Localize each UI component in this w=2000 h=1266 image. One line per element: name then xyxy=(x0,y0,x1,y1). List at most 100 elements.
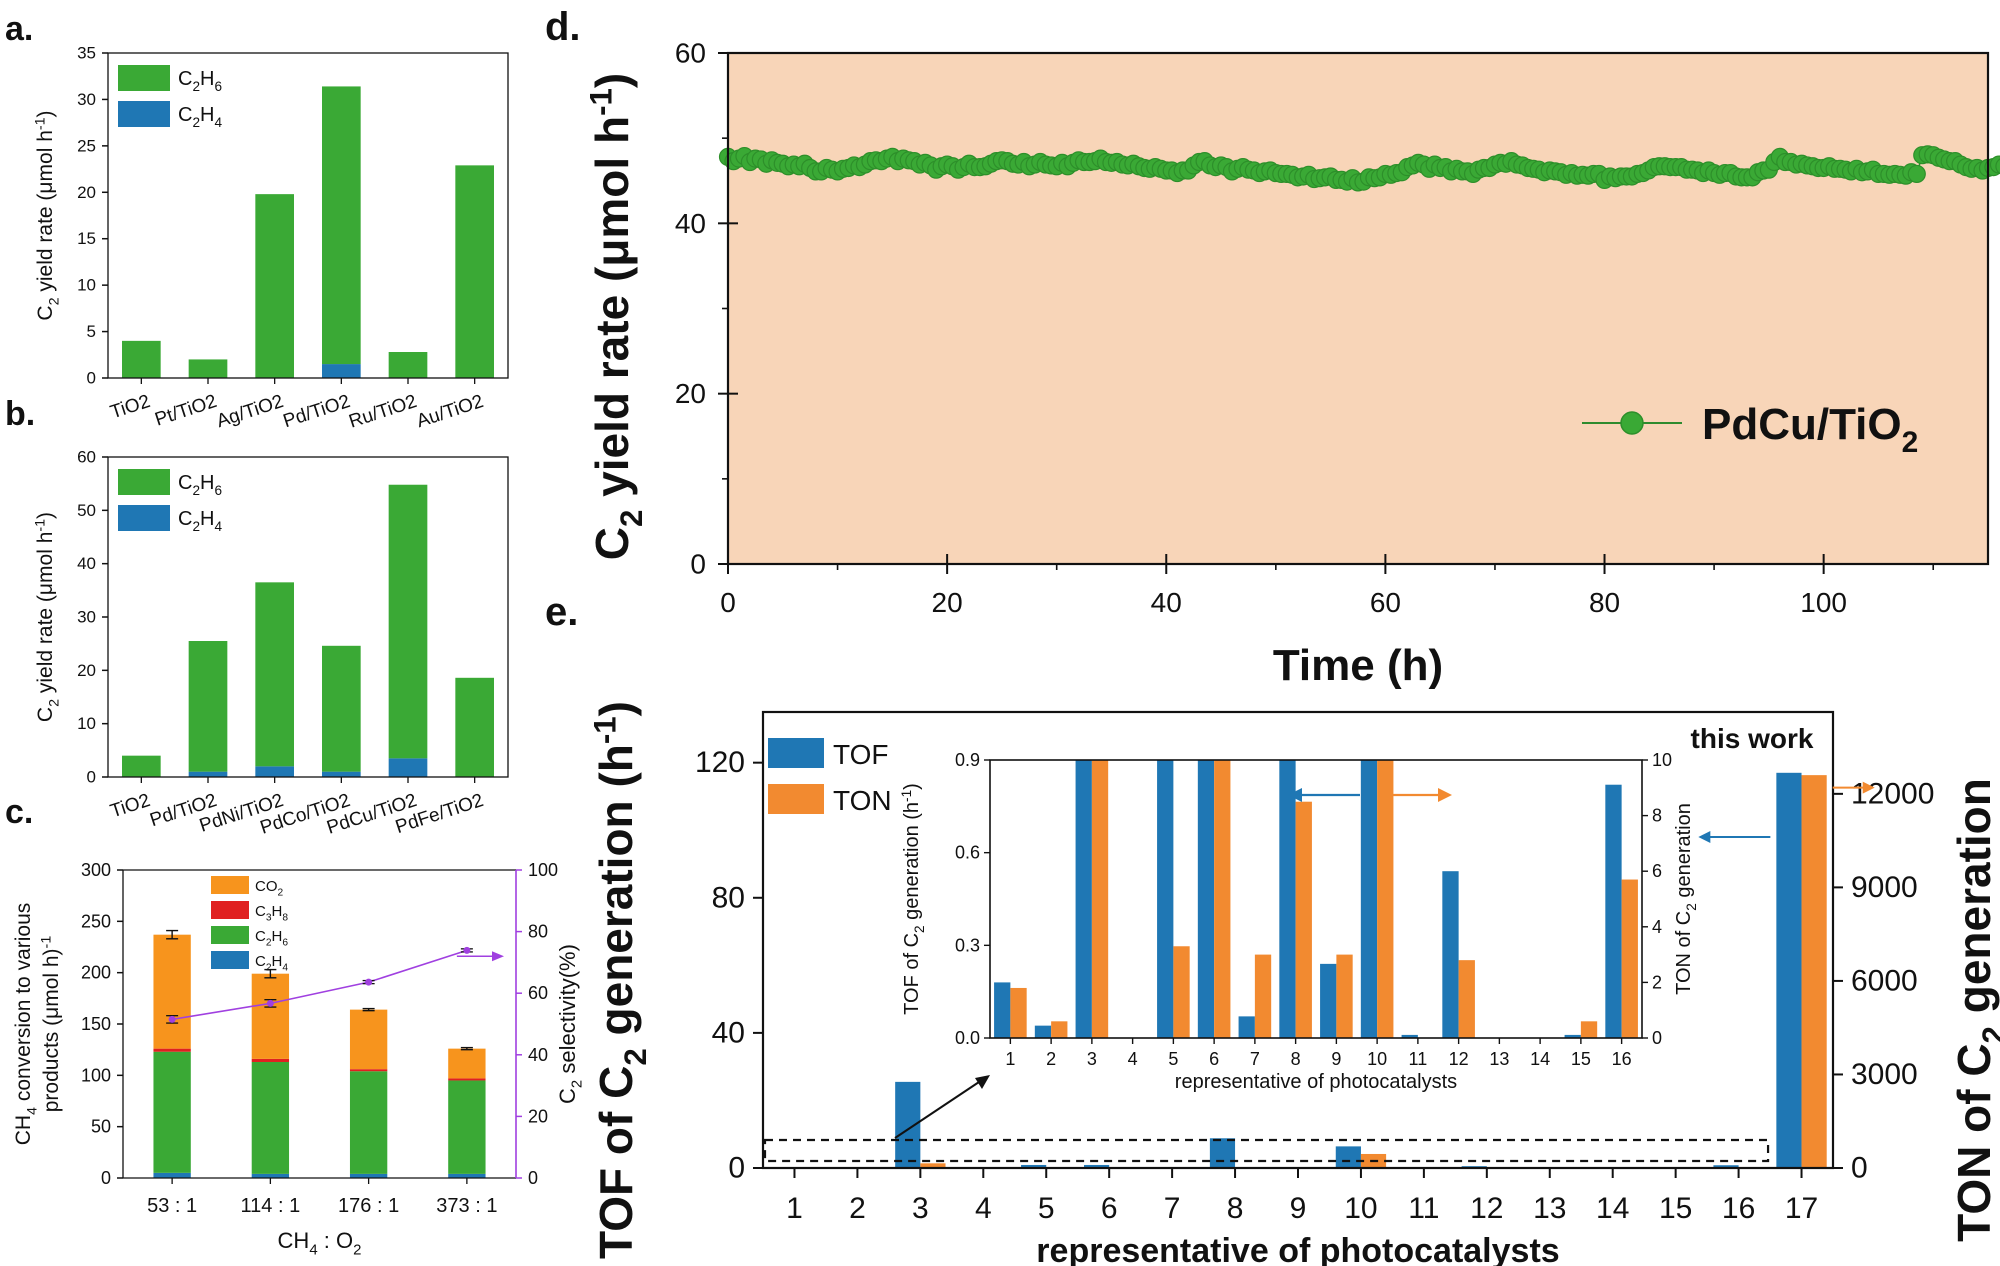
plot-frame xyxy=(989,759,1643,1039)
legend-swatch xyxy=(211,951,249,969)
y-tick-label-right: 0 xyxy=(1851,1152,1868,1185)
inset-bar-tof xyxy=(1605,784,1622,1038)
inset-x-tick-label: 9 xyxy=(1331,1049,1341,1069)
bar-c2h6 xyxy=(322,645,361,772)
panel-label: e. xyxy=(545,590,578,634)
inset-bar-ton xyxy=(1214,760,1231,1038)
x-tick-label: 60 xyxy=(1370,587,1401,618)
x-axis-title: Time (h) xyxy=(1273,641,1443,690)
x-tick-label: 12 xyxy=(1470,1192,1503,1225)
bar-c2h6 xyxy=(188,359,228,378)
label-part: conversion to various xyxy=(12,903,35,1107)
legend-swatch xyxy=(118,65,170,91)
selectivity-point xyxy=(266,999,274,1007)
y-tick-label: 200 xyxy=(81,963,111,983)
panel-label: b. xyxy=(5,395,35,433)
inset-x-tick-label: 10 xyxy=(1367,1049,1387,1069)
bar-tof xyxy=(895,1081,921,1168)
y-tick-label: 30 xyxy=(77,90,96,109)
legend-swatch xyxy=(211,876,249,894)
bar-c2h6 xyxy=(448,1080,486,1174)
inset-x-tick-label: 6 xyxy=(1209,1049,1219,1069)
selectivity-line xyxy=(171,949,468,1021)
bar-c2h4 xyxy=(188,771,228,777)
y-axis-title: C2 yield rate (μmol h-1) xyxy=(583,73,648,560)
y-tick-label: 0 xyxy=(690,549,706,580)
inset-x-tick-label: 12 xyxy=(1449,1049,1469,1069)
x-tick-label: 6 xyxy=(1101,1192,1118,1225)
y-tick-label: 50 xyxy=(91,1117,111,1137)
label-part: 2 xyxy=(912,925,927,933)
label-part: generation (h xyxy=(590,744,642,1048)
label-part: 2 xyxy=(1902,426,1919,459)
x-tick-label: 5 xyxy=(1038,1192,1055,1225)
y-tick-label: 100 xyxy=(528,860,558,880)
x-tick-label: 9 xyxy=(1290,1192,1307,1225)
y-tick-label: 10 xyxy=(77,714,96,733)
inset-bar-ton xyxy=(1254,954,1272,1038)
label-part: yield rate (μmol h xyxy=(34,130,57,297)
legend-swatch xyxy=(768,738,824,768)
inset-y-tick-label-right: 2 xyxy=(1652,972,1662,992)
plot-background xyxy=(728,53,1988,564)
y-tick-label: 0 xyxy=(101,1168,111,1188)
inset-arrow-ton-head xyxy=(1438,788,1452,802)
legend-label: C3H8 xyxy=(255,903,288,924)
bar-tof xyxy=(1335,1146,1361,1168)
y-tick-label: 80 xyxy=(528,922,548,942)
label-part: 4 xyxy=(309,1242,317,1259)
label-part: 4 xyxy=(24,1107,40,1115)
inset-bar-tof xyxy=(1360,760,1378,1038)
inset-x-tick-label: 4 xyxy=(1128,1049,1138,1069)
zoom-arrow xyxy=(894,1079,983,1139)
panel-b: b.TiO2Pd/TiO2PdNi/TiO2PdCo/TiO2PdCu/TiO2… xyxy=(5,395,509,839)
y-tick-label: 60 xyxy=(77,448,96,467)
inset-bar-tof xyxy=(1075,760,1092,1038)
x-tick-label: 176 : 1 xyxy=(338,1195,399,1217)
bar-c3h8 xyxy=(153,1048,191,1052)
y-tick-label: 40 xyxy=(675,208,706,239)
x-tick-label: Ag/TiO2 xyxy=(214,391,286,432)
label-part: C xyxy=(255,953,266,970)
bar-ton xyxy=(920,1163,946,1168)
x-tick-label: 4 xyxy=(975,1192,992,1225)
y-tick-label-right: 6000 xyxy=(1851,964,1918,997)
label-part: C xyxy=(555,1088,580,1104)
inset-bar-tof xyxy=(994,982,1011,1038)
y-tick-label-right: 3000 xyxy=(1851,1058,1918,1091)
label-part: 2 xyxy=(614,510,649,527)
x-tick-label: 11 xyxy=(1408,1192,1439,1225)
inset-x-tick-label: 11 xyxy=(1409,1049,1428,1069)
y-tick-label-right: 9000 xyxy=(1851,871,1918,904)
label-part: 2 xyxy=(353,1242,361,1259)
label-part: C xyxy=(255,903,266,920)
inset-x-tick-label: 14 xyxy=(1530,1049,1550,1069)
label-part: yield rate (μmol h xyxy=(586,116,638,510)
x-tick-label: 17 xyxy=(1785,1192,1818,1225)
label-part: ) xyxy=(901,783,923,790)
inset-arrow-tof-head xyxy=(1288,788,1302,802)
label-part: ) xyxy=(40,948,63,955)
label-part: 8 xyxy=(282,913,288,924)
label-part: 2 xyxy=(192,483,200,498)
y-tick-label: 20 xyxy=(675,378,706,409)
label-part: 2 xyxy=(1976,1026,2000,1043)
inset-x-tick-label: 15 xyxy=(1571,1049,1591,1069)
panel-e: e.1 2 3 4 5 6 7 8 9 10 11 12 13 14 15 16 170408012003000… xyxy=(545,590,2000,1266)
label-part: C xyxy=(178,508,192,530)
inset-bar-ton xyxy=(1295,801,1312,1038)
label-part: -1 xyxy=(583,88,618,116)
annotation-this-work: this work xyxy=(1691,723,1814,754)
inset-x-tick-label: 8 xyxy=(1291,1049,1301,1069)
y-tick-label: 150 xyxy=(81,1014,111,1034)
bar-c3h8 xyxy=(448,1078,486,1081)
label-part: CO xyxy=(255,878,278,895)
bar-c2h6 xyxy=(349,1071,388,1174)
inset-bar-ton xyxy=(1051,1021,1068,1038)
label-part: H xyxy=(272,928,283,945)
x-tick-label: TiO2 xyxy=(108,391,153,423)
panel-a: a. TiO2 Pt/TiO2Ag/TiO2Pd/TiO2Ru/TiO2Au/TiO… xyxy=(5,10,509,433)
x-tick-label: Pt/TiO2 xyxy=(152,391,219,431)
axis-arrow-head xyxy=(1698,831,1711,843)
y-axis-title: CH4 conversion to various xyxy=(12,903,40,1146)
